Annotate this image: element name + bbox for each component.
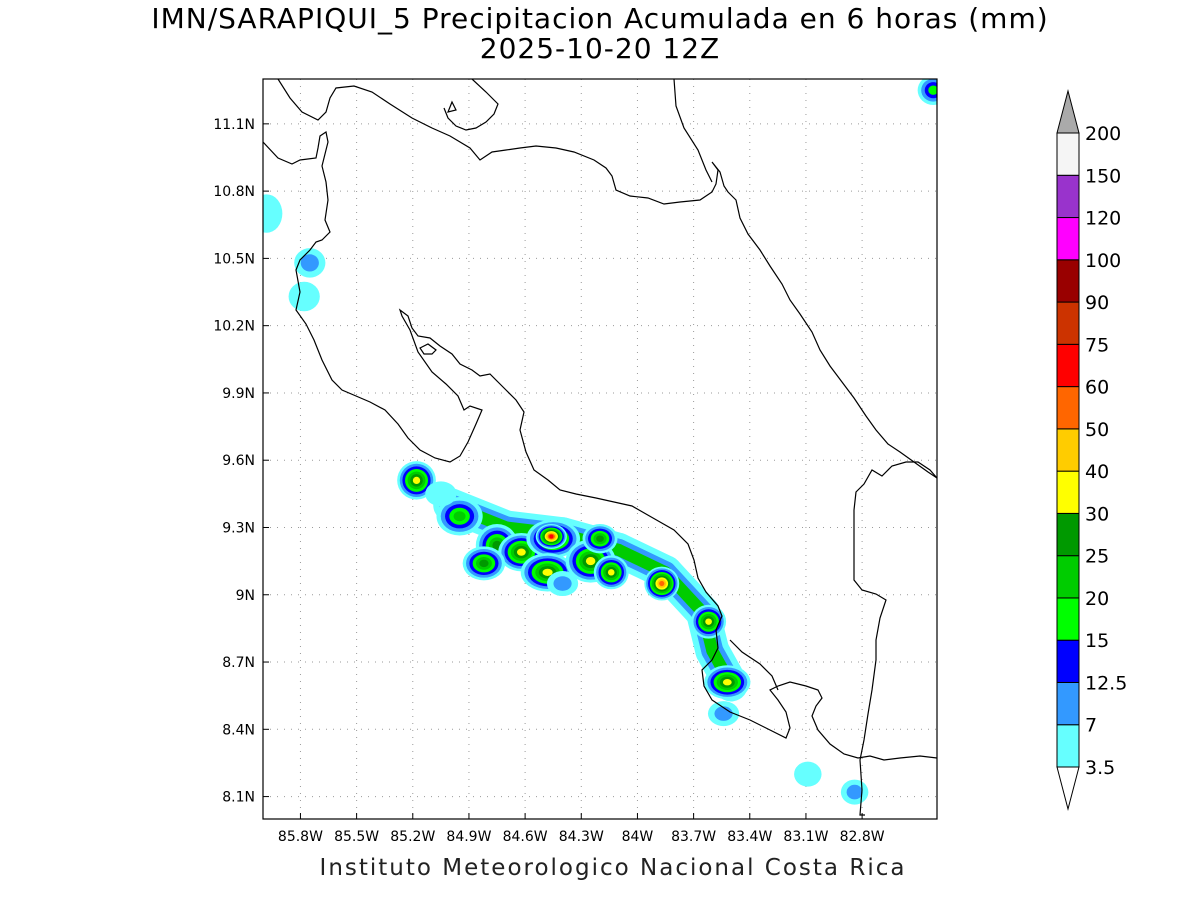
colorbar-swatch	[1056, 512, 1080, 557]
y-tick-label: 8.7N	[222, 655, 255, 671]
colorbar-legend: 3.5 7 12.5 15 20 25 30 40 50 60 75 90 100 120 150 200	[1056, 89, 1127, 811]
colorbar-swatch	[1056, 639, 1080, 683]
x-tick-label: 82.8W	[840, 829, 885, 845]
y-tick-label: 9N	[236, 588, 255, 604]
x-tick-label: 84.9W	[446, 829, 491, 845]
precip-contour	[549, 534, 554, 539]
y-tick-label: 8.4N	[222, 722, 255, 738]
colorbar-swatch	[1056, 301, 1080, 345]
colorbar-label: 50	[1085, 419, 1109, 441]
colorbar-label: 90	[1085, 292, 1109, 314]
colorbar-swatch	[1056, 386, 1080, 430]
colorbar-swatch	[1056, 597, 1080, 641]
precip-contour	[659, 581, 665, 587]
colorbar-over-arrow	[1056, 89, 1080, 134]
panama-border	[853, 461, 937, 816]
x-tick-label: 84.6W	[503, 829, 548, 845]
axis-ticks: 85.8W 85.5W 85.2W 84.9W 84.6W 84.3W 84W 83.7W 83…	[213, 117, 884, 845]
y-tick-label: 10.2N	[213, 319, 255, 335]
colorbar-label: 75	[1085, 334, 1109, 356]
osa-peninsula	[729, 639, 779, 691]
precip-contour	[794, 761, 822, 787]
x-tick-label: 83.1W	[783, 829, 828, 845]
colorbar-swatch	[1056, 470, 1080, 514]
precip-contour	[705, 618, 712, 625]
colorbar-swatch	[1056, 132, 1080, 176]
precip-contour	[928, 85, 937, 95]
colorbar-label: 20	[1085, 588, 1109, 610]
islet-outline	[447, 100, 457, 113]
colorbar-swatch	[1056, 174, 1080, 219]
lake-nicaragua-outline	[443, 79, 499, 131]
precip-contour	[607, 569, 615, 576]
precip-contour	[288, 281, 320, 312]
precip-contour	[846, 784, 863, 800]
credit-text: Instituto Meteorologico Nacional Costa R…	[319, 855, 907, 881]
precip-contour	[714, 706, 733, 721]
colorbar-swatch	[1056, 428, 1080, 472]
colorbar-label: 7	[1085, 715, 1097, 737]
colorbar-label: 200	[1085, 123, 1121, 145]
y-tick-label: 8.1N	[222, 790, 255, 806]
colorbar-label: 150	[1085, 165, 1121, 187]
precip-contour	[263, 194, 283, 233]
y-tick-label: 10.8N	[213, 184, 255, 200]
y-tick-label: 9.6N	[222, 453, 255, 469]
x-tick-label: 85.8W	[278, 829, 323, 845]
pacific-coastline	[263, 131, 937, 761]
y-tick-label: 11.1N	[213, 117, 255, 133]
colorbar-label: 12.5	[1085, 672, 1127, 694]
precip-contour	[412, 476, 421, 485]
map-frame	[262, 78, 938, 820]
precip-contour	[553, 576, 572, 591]
y-tick-label: 9.3N	[222, 520, 255, 536]
colorbar-label: 100	[1085, 250, 1121, 272]
precip-contour	[542, 568, 553, 576]
colorbar-swatch	[1056, 259, 1080, 303]
colorbar-label: 3.5	[1085, 757, 1115, 779]
precip-contour	[585, 557, 596, 566]
colorbar-label: 40	[1085, 461, 1109, 483]
colorbar-swatch	[1056, 217, 1080, 261]
nicoya-inlet	[419, 343, 437, 355]
colorbar-swatch	[1056, 724, 1080, 768]
precip-contour	[516, 548, 526, 556]
precip-contour	[300, 254, 319, 272]
x-tick-label: 85.2W	[390, 829, 435, 845]
precip-contour	[453, 511, 466, 522]
map-grid	[263, 79, 937, 819]
colorbar-swatch	[1056, 681, 1080, 726]
y-tick-label: 9.9N	[222, 386, 255, 402]
precip-contour	[425, 481, 457, 507]
caribbean-coastline	[277, 79, 937, 479]
colorbar-swatch	[1056, 555, 1080, 599]
x-tick-label: 83.7W	[671, 829, 716, 845]
x-tick-label: 83.4W	[727, 829, 772, 845]
colorbar-label: 25	[1085, 546, 1109, 568]
river-boundary	[673, 79, 713, 183]
precip-contour	[596, 535, 604, 542]
colorbar-under-arrow	[1056, 766, 1080, 811]
map-subtitle-date: 2025-10-20 12Z	[479, 32, 721, 65]
colorbar-label: 60	[1085, 377, 1109, 399]
map-title: IMN/SARAPIQUI_5 Precipitacion Acumulada …	[151, 2, 1049, 35]
colorbar-swatch	[1056, 343, 1080, 388]
y-tick-label: 10.5N	[213, 251, 255, 267]
precipitation-field	[263, 79, 937, 805]
x-tick-label: 84W	[622, 829, 654, 845]
precip-contour	[479, 559, 489, 568]
coastlines	[263, 79, 937, 816]
x-tick-label: 85.5W	[334, 829, 379, 845]
colorbar-label: 30	[1085, 503, 1109, 525]
precip-contour	[722, 679, 732, 686]
colorbar-label: 120	[1085, 208, 1121, 230]
colorbar-label: 15	[1085, 630, 1109, 652]
x-tick-label: 84.3W	[559, 829, 604, 845]
